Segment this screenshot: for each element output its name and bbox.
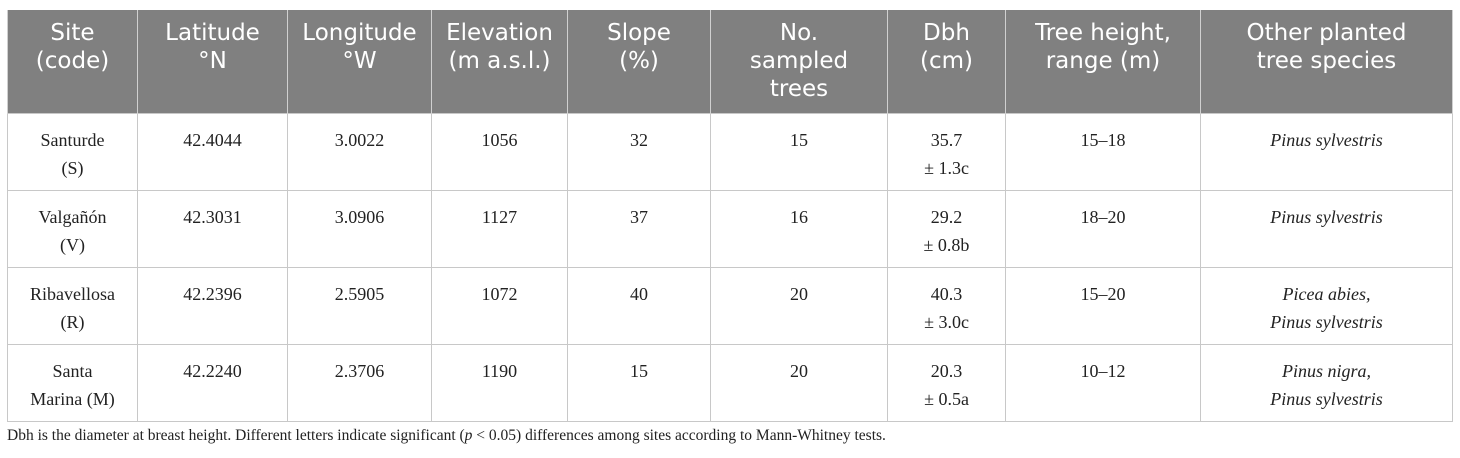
cell-slope: 32 [567, 113, 711, 191]
site-characteristics-table-wrapper: Site (code) Latitude °N Longitude °W Elevat… [7, 10, 1453, 422]
footnote-text-1: Dbh is the diameter at breast height. Di… [7, 427, 465, 444]
cell-sampled-trees: 20 [710, 267, 888, 345]
col-header-latitude: Latitude °N [137, 10, 288, 114]
site-characteristics-table: Site (code) Latitude °N Longitude °W Elevat… [7, 10, 1453, 422]
cell-latitude: 42.2396 [137, 267, 288, 345]
cell-slope: 37 [567, 190, 711, 268]
col-header-longitude: Longitude °W [287, 10, 432, 114]
header-row: Site (code) Latitude °N Longitude °W Elevat… [7, 10, 1453, 114]
col-header-tree-height: Tree height, range (m) [1005, 10, 1201, 114]
table-row: Santurde (S) 42.4044 3.0022 1056 32 15 35… [7, 113, 1453, 191]
cell-longitude: 2.5905 [287, 267, 432, 345]
cell-dbh: 35.7 ± 1.3c [887, 113, 1006, 191]
table-row: Valgañón (V) 42.3031 3.0906 1127 37 16 29… [7, 190, 1453, 268]
cell-latitude: 42.2240 [137, 344, 288, 422]
cell-elevation: 1072 [431, 267, 568, 345]
table-row: Ribavellosa (R) 42.2396 2.5905 1072 40 20… [7, 267, 1453, 345]
cell-latitude: 42.3031 [137, 190, 288, 268]
cell-sampled-trees: 16 [710, 190, 888, 268]
table-row: Santa Marina (M) 42.2240 2.3706 1190 15 2… [7, 344, 1453, 422]
cell-slope: 15 [567, 344, 711, 422]
cell-site: Ribavellosa (R) [7, 267, 138, 345]
cell-latitude: 42.4044 [137, 113, 288, 191]
cell-site: Santurde (S) [7, 113, 138, 191]
cell-dbh: 40.3 ± 3.0c [887, 267, 1006, 345]
cell-tree-height: 15–20 [1005, 267, 1201, 345]
cell-longitude: 2.3706 [287, 344, 432, 422]
cell-slope: 40 [567, 267, 711, 345]
cell-site: Santa Marina (M) [7, 344, 138, 422]
cell-dbh: 29.2 ± 0.8b [887, 190, 1006, 268]
cell-elevation: 1127 [431, 190, 568, 268]
col-header-sampled-trees: No. sampled trees [710, 10, 888, 114]
cell-other-species: Pinus sylvestris [1200, 190, 1453, 268]
cell-elevation: 1056 [431, 113, 568, 191]
cell-sampled-trees: 20 [710, 344, 888, 422]
cell-tree-height: 15–18 [1005, 113, 1201, 191]
cell-tree-height: 18–20 [1005, 190, 1201, 268]
cell-other-species: Pinus nigra, Pinus sylvestris [1200, 344, 1453, 422]
col-header-dbh: Dbh (cm) [887, 10, 1006, 114]
cell-other-species: Picea abies, Pinus sylvestris [1200, 267, 1453, 345]
col-header-site: Site (code) [7, 10, 138, 114]
col-header-slope: Slope (%) [567, 10, 711, 114]
cell-tree-height: 10–12 [1005, 344, 1201, 422]
table-footnote: Dbh is the diameter at breast height. Di… [7, 427, 886, 445]
cell-longitude: 3.0906 [287, 190, 432, 268]
cell-site: Valgañón (V) [7, 190, 138, 268]
cell-dbh: 20.3 ± 0.5a [887, 344, 1006, 422]
cell-sampled-trees: 15 [710, 113, 888, 191]
col-header-other-species: Other planted tree species [1200, 10, 1453, 114]
footnote-p-symbol: p [464, 427, 473, 444]
footnote-text-2: < 0.05) differences among sites accordin… [472, 427, 886, 444]
col-header-elevation: Elevation (m a.s.l.) [431, 10, 568, 114]
cell-other-species: Pinus sylvestris [1200, 113, 1453, 191]
cell-longitude: 3.0022 [287, 113, 432, 191]
cell-elevation: 1190 [431, 344, 568, 422]
